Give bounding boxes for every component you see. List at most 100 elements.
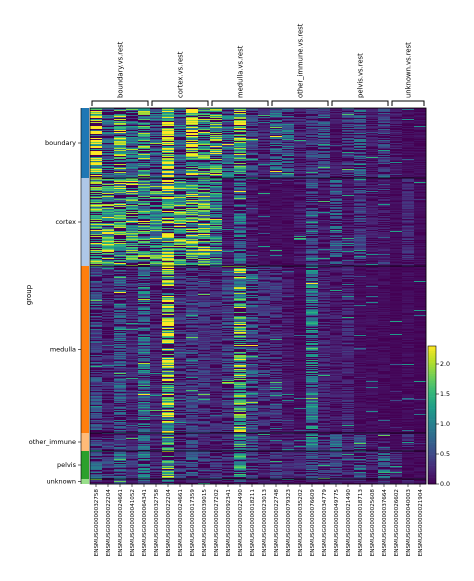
heatmap-cell <box>414 183 427 185</box>
heatmap-cell <box>234 259 247 261</box>
heatmap-cell <box>90 212 103 214</box>
heatmap-cell <box>414 222 427 224</box>
heatmap-cell <box>294 129 307 131</box>
heatmap-cell <box>234 137 247 139</box>
heatmap-cell <box>342 187 355 189</box>
heatmap-cell <box>174 191 187 193</box>
heatmap-cell <box>222 150 235 152</box>
heatmap-cell <box>210 212 223 214</box>
heatmap-cell <box>174 226 187 228</box>
heatmap-cell <box>174 281 187 283</box>
heatmap-cell <box>138 224 151 226</box>
heatmap-cell <box>378 207 391 209</box>
heatmap-cell <box>258 174 271 176</box>
heatmap-cell <box>210 172 223 174</box>
heatmap-cell <box>330 267 343 269</box>
heatmap-cell <box>414 237 427 239</box>
heatmap-cell <box>402 251 415 253</box>
heatmap-cell <box>210 229 223 231</box>
heatmap-cell <box>414 248 427 250</box>
heatmap-cell <box>126 220 139 222</box>
heatmap-cell <box>234 129 247 131</box>
heatmap-cell <box>414 138 427 140</box>
heatmap-cell <box>234 187 247 189</box>
heatmap-cell <box>90 228 103 230</box>
heatmap-cell <box>198 130 211 132</box>
heatmap-cell <box>354 206 367 208</box>
heatmap-cell <box>186 235 199 237</box>
heatmap-cell <box>402 109 415 111</box>
heatmap-cell <box>306 193 319 195</box>
heatmap-cell <box>294 200 307 202</box>
heatmap-cell <box>186 174 199 176</box>
heatmap-cell <box>366 228 379 230</box>
heatmap-cell <box>282 200 295 202</box>
heatmap-cell <box>90 189 103 191</box>
heatmap-cell <box>354 122 367 124</box>
heatmap-cell <box>102 195 115 197</box>
heatmap-cell <box>222 181 235 183</box>
heatmap-cell <box>234 108 247 110</box>
heatmap-cell <box>222 281 235 283</box>
heatmap-cell <box>390 117 403 119</box>
heatmap-cell <box>282 274 295 276</box>
heatmap-cell <box>366 183 379 185</box>
heatmap-cell <box>114 137 127 139</box>
heatmap-cell <box>306 224 319 226</box>
heatmap-cell <box>114 138 127 140</box>
heatmap-cell <box>402 185 415 187</box>
heatmap-cell <box>282 238 295 240</box>
heatmap-cell <box>342 262 355 264</box>
heatmap-cell <box>222 216 235 218</box>
heatmap-cell <box>402 255 415 257</box>
heatmap-cell <box>258 280 271 282</box>
heatmap-cell <box>162 185 175 187</box>
heatmap-cell <box>162 175 175 177</box>
heatmap-cell <box>354 172 367 174</box>
heatmap-cell <box>246 213 259 215</box>
heatmap-cell <box>366 191 379 193</box>
heatmap-cell <box>390 242 403 244</box>
heatmap-cell <box>114 260 127 262</box>
heatmap-cell <box>186 245 199 247</box>
heatmap-cell <box>270 116 283 118</box>
heatmap-cell <box>330 239 343 241</box>
heatmap-cell <box>258 186 271 188</box>
heatmap-cell <box>294 224 307 226</box>
heatmap-cell <box>330 159 343 161</box>
heatmap-cell <box>282 125 295 127</box>
heatmap-cell <box>414 123 427 125</box>
heatmap-cell <box>222 180 235 182</box>
heatmap-cell <box>138 230 151 232</box>
heatmap-cell <box>246 109 259 111</box>
heatmap-cell <box>270 142 283 144</box>
heatmap-cell <box>174 144 187 146</box>
heatmap-cell <box>198 141 211 143</box>
heatmap-cell <box>126 277 139 279</box>
heatmap-cell <box>114 221 127 223</box>
heatmap-cell <box>366 230 379 232</box>
heatmap-cell <box>210 118 223 120</box>
heatmap-cell <box>342 274 355 276</box>
heatmap-cell <box>138 195 151 197</box>
heatmap-cell <box>330 121 343 123</box>
heatmap-cell <box>198 117 211 119</box>
heatmap-cell <box>270 206 283 208</box>
heatmap-cell <box>294 175 307 177</box>
heatmap-cell <box>234 158 247 160</box>
heatmap-cell <box>174 152 187 154</box>
heatmap-cell <box>402 197 415 199</box>
heatmap-cell <box>390 252 403 254</box>
heatmap-cell <box>186 264 199 266</box>
heatmap-cell <box>222 199 235 201</box>
heatmap-cell <box>354 121 367 123</box>
heatmap-cell <box>234 210 247 212</box>
heatmap-cell <box>306 270 319 272</box>
heatmap-cell <box>186 121 199 123</box>
heatmap-cell <box>174 146 187 148</box>
heatmap-cell <box>378 204 391 206</box>
heatmap-cell <box>114 215 127 217</box>
heatmap-cell <box>198 254 211 256</box>
heatmap-cell <box>354 270 367 272</box>
heatmap-cell <box>234 212 247 214</box>
